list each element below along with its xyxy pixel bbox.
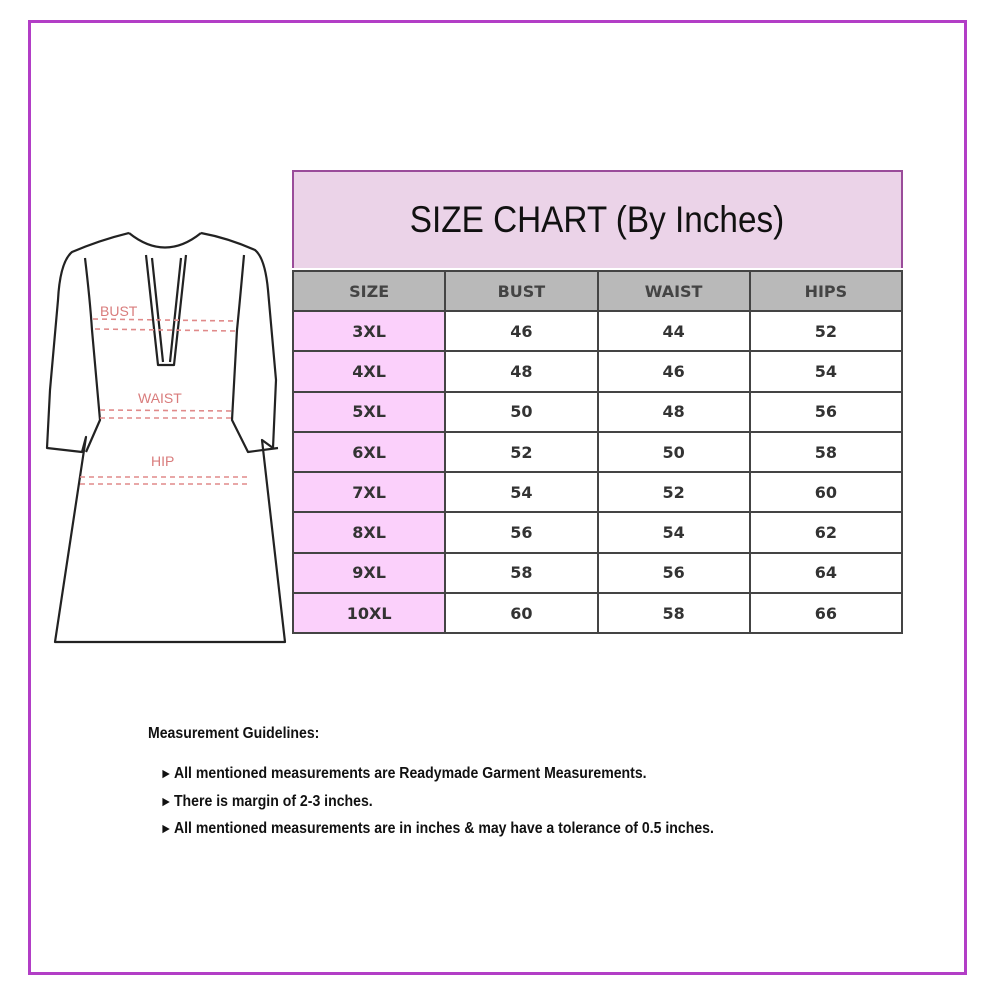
- waist-line: [99, 409, 233, 419]
- cell-size: 8XL: [291, 511, 447, 554]
- cell-waist: 46: [596, 350, 751, 393]
- cell-waist: 44: [596, 309, 751, 353]
- hip-label: HIP: [151, 453, 174, 469]
- header-hips: HIPS: [748, 270, 904, 312]
- table-row: 8XL 56 54 62: [291, 511, 904, 554]
- cell-waist: 50: [596, 430, 751, 474]
- cell-hips: 64: [748, 551, 904, 595]
- cell-waist: 58: [596, 592, 751, 635]
- guideline-item: ► There is margin of 2-3 inches.: [160, 793, 714, 821]
- right-pointer-icon: ►: [160, 792, 173, 809]
- header-size: SIZE: [291, 270, 447, 312]
- cell-bust: 56: [444, 511, 599, 554]
- table-row: 10XL 60 58 66: [291, 592, 904, 635]
- right-pointer-icon: ►: [160, 765, 173, 781]
- guideline-item: ► All mentioned measurements are Readymad…: [160, 765, 714, 793]
- cell-size: 7XL: [291, 471, 447, 514]
- cell-size: 5XL: [291, 390, 447, 433]
- cell-hips: 66: [748, 592, 904, 635]
- cell-waist: 48: [596, 390, 751, 433]
- page-frame: [28, 20, 967, 975]
- cell-bust: 52: [444, 430, 599, 474]
- cell-size: 6XL: [291, 430, 447, 474]
- waist-label: WAIST: [138, 390, 182, 406]
- cell-bust: 54: [444, 471, 599, 514]
- guidelines-heading: Measurement Guidelines:: [148, 725, 320, 742]
- cell-size: 4XL: [291, 350, 447, 393]
- header-bust: BUST: [444, 270, 599, 312]
- neckline: [128, 232, 202, 249]
- cell-waist: 52: [596, 471, 751, 514]
- cell-bust: 60: [444, 592, 599, 635]
- table-header-row: SIZE BUST WAIST HIPS: [291, 270, 904, 312]
- guideline-text: There is margin of 2-3 inches.: [173, 792, 373, 810]
- cell-hips: 60: [748, 471, 904, 514]
- size-chart-title: SIZE CHART (By Inches): [292, 170, 903, 268]
- guideline-item: ► All mentioned measurements are in inche…: [160, 820, 714, 848]
- table-row: 5XL 50 48 56: [291, 390, 904, 433]
- table-row: 6XL 52 50 58: [291, 430, 904, 474]
- bust-line: [92, 318, 236, 332]
- table-row: 3XL 46 44 52: [291, 309, 904, 353]
- guideline-text: All mentioned measurements are in inches…: [173, 820, 714, 837]
- guideline-text: All mentioned measurements are Readymade…: [173, 765, 647, 782]
- size-table: SIZE BUST WAIST HIPS 3XL 46 44 52 4XL 48 46 54 5…: [291, 270, 904, 635]
- placket: [144, 254, 188, 367]
- kurta-diagram: BUST WAIST HIP: [45, 231, 287, 644]
- hip-line: [80, 476, 247, 485]
- cell-size: 9XL: [291, 551, 447, 595]
- table-row: 4XL 48 46 54: [291, 350, 904, 393]
- cell-size: 3XL: [291, 309, 447, 353]
- cell-hips: 54: [748, 350, 904, 393]
- cell-hips: 62: [748, 511, 904, 554]
- cell-bust: 48: [444, 350, 599, 393]
- cell-waist: 54: [596, 511, 751, 554]
- kurta-outline: [45, 231, 287, 644]
- cell-waist: 56: [596, 551, 751, 595]
- table-row: 9XL 58 56 64: [291, 551, 904, 595]
- right-pointer-icon: ►: [160, 820, 173, 836]
- cell-bust: 58: [444, 551, 599, 595]
- bust-label: BUST: [100, 303, 138, 319]
- title-text: SIZE CHART (By Inches): [410, 199, 785, 240]
- header-waist: WAIST: [596, 270, 751, 312]
- table-row: 7XL 54 52 60: [291, 471, 904, 514]
- cell-bust: 46: [444, 309, 599, 353]
- cell-size: 10XL: [291, 592, 447, 635]
- cell-hips: 56: [748, 390, 904, 433]
- cell-hips: 58: [748, 430, 904, 474]
- measurement-guidelines: Measurement Guidelines: ► All mentioned m…: [148, 725, 789, 848]
- armhole-right: [230, 254, 279, 454]
- cell-hips: 52: [748, 309, 904, 353]
- armhole-left: [83, 257, 102, 453]
- cell-bust: 50: [444, 390, 599, 433]
